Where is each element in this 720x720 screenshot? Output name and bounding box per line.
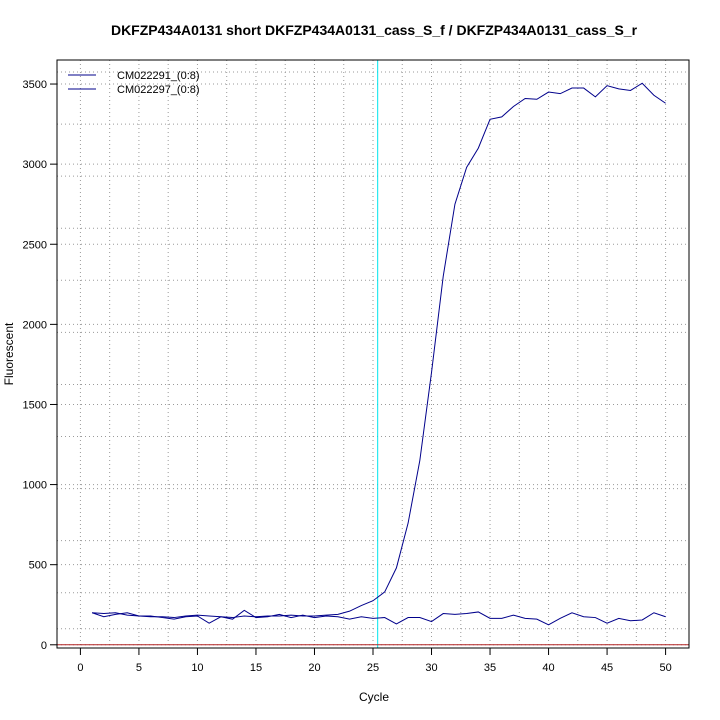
y-axis: 0 500 1000 1500 2000 2500 3000 3500 <box>23 79 58 652</box>
legend-entry-label: CM022291_(0:8) <box>117 70 200 82</box>
y-tick-label: 0 <box>41 640 47 652</box>
series-line <box>92 82 666 619</box>
x-tick-label: 40 <box>542 662 554 674</box>
x-tick-label: 50 <box>659 662 671 674</box>
x-axis-label: Cycle <box>359 690 389 704</box>
y-tick-label: 2500 <box>23 239 47 251</box>
series-lines <box>91 82 666 626</box>
legend-entry-label: CM022297_(0:8) <box>117 84 200 96</box>
y-tick-label: 500 <box>29 560 47 572</box>
x-axis: 0 5 10 15 20 25 30 35 40 45 50 <box>77 647 672 674</box>
y-axis-label: Fluorescent <box>2 322 16 385</box>
chart-title: DKFZP434A0131 short DKFZP434A0131_cass_S… <box>111 22 638 38</box>
y-tick-label: 3000 <box>23 159 47 171</box>
x-tick-label: 45 <box>601 662 613 674</box>
x-tick-label: 15 <box>250 662 262 674</box>
legend: CM022291_(0:8) CM022297_(0:8) <box>68 70 200 96</box>
x-tick-label: 25 <box>367 662 379 674</box>
grid-lines <box>57 60 689 648</box>
x-tick-label: 35 <box>484 662 496 674</box>
x-tick-label: 0 <box>77 662 83 674</box>
x-tick-label: 20 <box>308 662 320 674</box>
x-tick-label: 5 <box>136 662 142 674</box>
y-tick-label: 2000 <box>23 319 47 331</box>
y-tick-label: 1000 <box>23 480 47 492</box>
y-tick-label: 1500 <box>23 399 47 411</box>
series-line <box>91 609 666 626</box>
x-tick-label: 30 <box>425 662 437 674</box>
y-tick-label: 3500 <box>23 79 47 91</box>
x-tick-label: 10 <box>191 662 203 674</box>
